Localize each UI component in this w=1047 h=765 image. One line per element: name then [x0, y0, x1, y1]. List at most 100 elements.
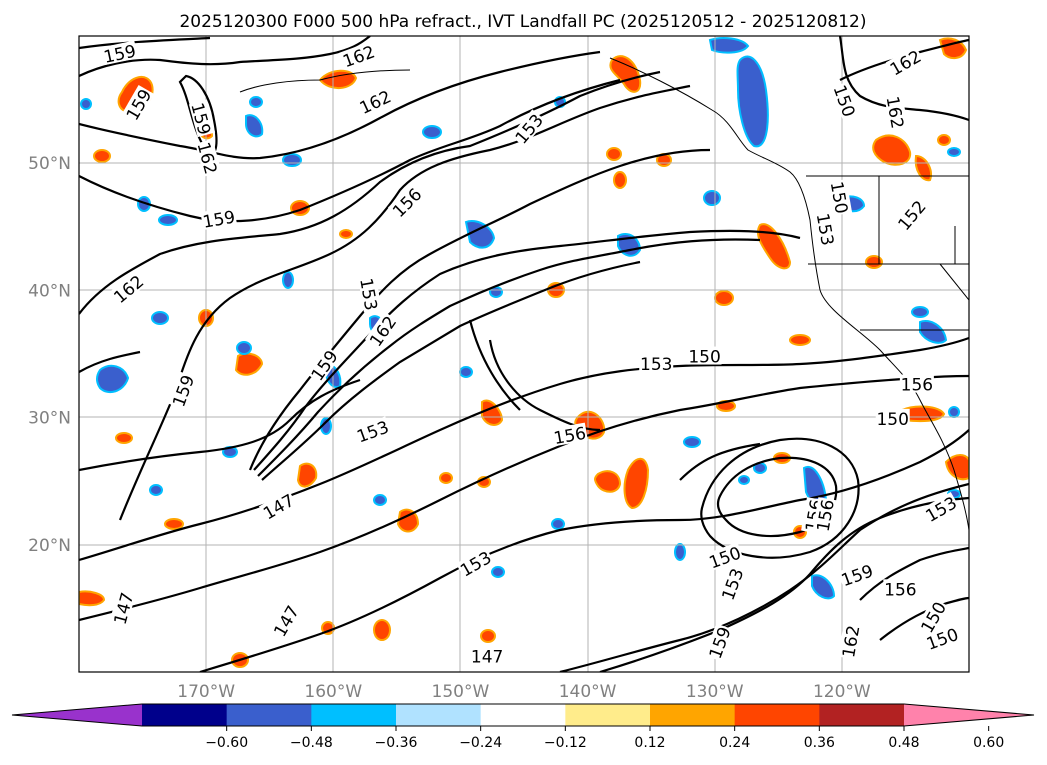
negative-anomaly	[738, 475, 750, 485]
contour-label-background	[358, 275, 382, 313]
colorbar-extend-high	[904, 704, 1034, 726]
negative-anomaly	[811, 574, 836, 600]
colorbar-outline	[11, 703, 1035, 727]
contour-label-background	[639, 354, 674, 373]
negative-anomaly	[245, 114, 264, 138]
contour-label-text: 156	[901, 376, 933, 396]
colorbar-segment	[650, 704, 736, 726]
negative-anomaly	[282, 153, 302, 167]
contour-label: 150	[687, 346, 722, 368]
contour-label-background	[109, 270, 147, 307]
negative-anomaly	[96, 364, 130, 394]
contour-label-background	[916, 597, 949, 637]
contour-label-background	[831, 81, 860, 120]
negative-anomaly	[551, 518, 565, 530]
contour-label-background	[704, 623, 734, 662]
colorbar-tick-label: 0.24	[719, 735, 750, 751]
contour-label-background	[306, 345, 341, 384]
colorbar-tick-label: 0.36	[804, 735, 835, 751]
colorbar-tick-label: −0.36	[375, 735, 418, 751]
positive-anomaly	[872, 134, 912, 166]
lon-tick-label: 140°W	[559, 682, 617, 702]
contour-label-background	[921, 492, 960, 525]
contour-label-text: 150	[876, 410, 908, 430]
colorbar-tick-label: −0.24	[459, 735, 502, 751]
lat-tick-label: 40°N	[28, 281, 71, 301]
contour-label-background	[100, 40, 138, 66]
contour-label-text: 150	[688, 348, 720, 368]
map-title: 2025120300 F000 500 hPa refract., IVT La…	[179, 12, 866, 32]
positive-anomaly	[594, 470, 622, 493]
contour-label-background	[884, 93, 909, 131]
contour-label-background	[200, 206, 237, 230]
negative-anomaly	[674, 543, 686, 561]
contour-label-background	[258, 489, 298, 523]
colorbar-tick-label: 0.60	[973, 735, 1004, 751]
colorbar-tick-label: −0.48	[290, 735, 333, 751]
negative-anomaly	[151, 311, 169, 325]
positive-anomaly	[164, 518, 184, 530]
positive-anomaly	[339, 229, 353, 239]
colorbar-segment	[480, 704, 566, 726]
map-frame	[78, 35, 970, 673]
contour-label-background	[717, 564, 746, 603]
positive-anomaly	[789, 334, 811, 346]
colorbar-segment	[142, 704, 228, 726]
colorbar-tick-label: 0.48	[888, 735, 919, 751]
negative-anomaly	[149, 484, 163, 496]
contour-label-background	[551, 422, 588, 447]
contour-label-background	[828, 179, 853, 216]
colorbar-tick-label: −0.12	[544, 735, 587, 751]
positive-anomaly	[944, 454, 969, 481]
negative-anomaly	[491, 566, 505, 578]
contour-label-background	[353, 416, 392, 445]
positive-anomaly	[318, 69, 358, 89]
contour-label-background	[687, 346, 722, 365]
lon-tick-label: 120°W	[813, 682, 871, 702]
negative-anomaly	[373, 494, 387, 506]
colorbar-tick-label: 0.12	[634, 735, 665, 751]
contour-label-background	[899, 374, 934, 393]
negative-anomaly	[158, 214, 178, 226]
colorbar: −0.60 −0.48 −0.36 −0.24 −0.12 0.12 0.24 0.36 0.4…	[11, 703, 1035, 751]
lat-tick-label: 30°N	[28, 409, 71, 429]
contour-label-background	[269, 601, 302, 640]
lon-tick-label: 130°W	[686, 682, 744, 702]
contour-label-background	[339, 41, 378, 70]
contour-label-background	[922, 623, 962, 653]
positive-anomaly	[937, 134, 951, 146]
contour-label: 153	[639, 354, 674, 375]
positive-anomaly	[296, 462, 318, 488]
contour-label-background	[168, 371, 197, 410]
contour-label: 156	[899, 374, 934, 396]
contour-label: 159	[200, 206, 237, 233]
contour-label-background	[883, 579, 918, 598]
positive-anomaly	[613, 171, 627, 189]
contour-label: 156	[812, 497, 839, 534]
positive-anomaly	[481, 399, 504, 426]
contour-label: 147	[470, 646, 505, 668]
contour-label-text: 147	[471, 648, 503, 668]
negative-anomaly	[947, 147, 961, 157]
contour-label-background	[387, 183, 425, 221]
negative-anomaly	[948, 406, 960, 418]
contour-label-background	[455, 546, 495, 580]
contour-label-background	[893, 195, 929, 234]
positive-anomaly	[609, 55, 642, 93]
contour-label-background	[814, 210, 839, 248]
contour-label-background	[364, 311, 400, 350]
contour-label-background	[705, 542, 744, 571]
contour-label-background	[195, 139, 222, 177]
negative-anomaly	[703, 190, 721, 206]
negative-anomaly	[708, 37, 750, 54]
colorbar-segment	[819, 704, 905, 726]
negative-anomaly	[282, 271, 294, 289]
contour-label-text: 153	[640, 355, 672, 375]
positive-anomaly	[606, 147, 622, 161]
refractivity-contours	[79, 36, 969, 672]
lon-tick-labels: 170°W 160°W 150°W 140°W 130°W 120°W	[177, 682, 871, 702]
contour-label-background	[875, 408, 910, 427]
negative-anomaly	[422, 125, 442, 139]
